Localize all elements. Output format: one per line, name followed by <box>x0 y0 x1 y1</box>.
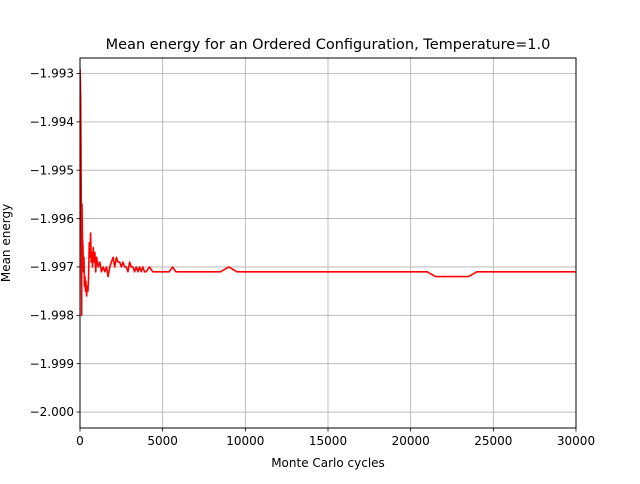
chart-title: Mean energy for an Ordered Configuration… <box>106 37 551 53</box>
y-tick-label: −1.998 <box>30 309 74 323</box>
y-tick-label: −2.000 <box>30 405 74 419</box>
x-tick-label: 25000 <box>474 434 512 448</box>
x-axis-label: Monte Carlo cycles <box>271 456 385 470</box>
y-axis-label: Mean energy <box>0 204 13 282</box>
grid <box>79 58 577 428</box>
x-tick-label: 30000 <box>557 434 595 448</box>
y-tick-label: −1.995 <box>30 163 74 177</box>
y-tick-label: −1.994 <box>30 115 74 129</box>
x-tick-label: 5000 <box>147 434 178 448</box>
x-tick-label: 15000 <box>309 434 347 448</box>
x-tick-label: 10000 <box>226 434 264 448</box>
x-tick-label: 20000 <box>392 434 430 448</box>
y-tick-label: −1.993 <box>30 67 74 81</box>
series-line <box>80 68 576 317</box>
x-tick-label: 0 <box>76 434 84 448</box>
y-tick-label: −1.999 <box>30 357 74 371</box>
y-tick-label: −1.996 <box>30 212 74 226</box>
series-layer <box>80 68 576 317</box>
ticks: 0 5000 10000 15000 20000 25000 30000 −1.993 −1.9… <box>30 67 596 448</box>
y-tick-label: −1.997 <box>30 260 74 274</box>
